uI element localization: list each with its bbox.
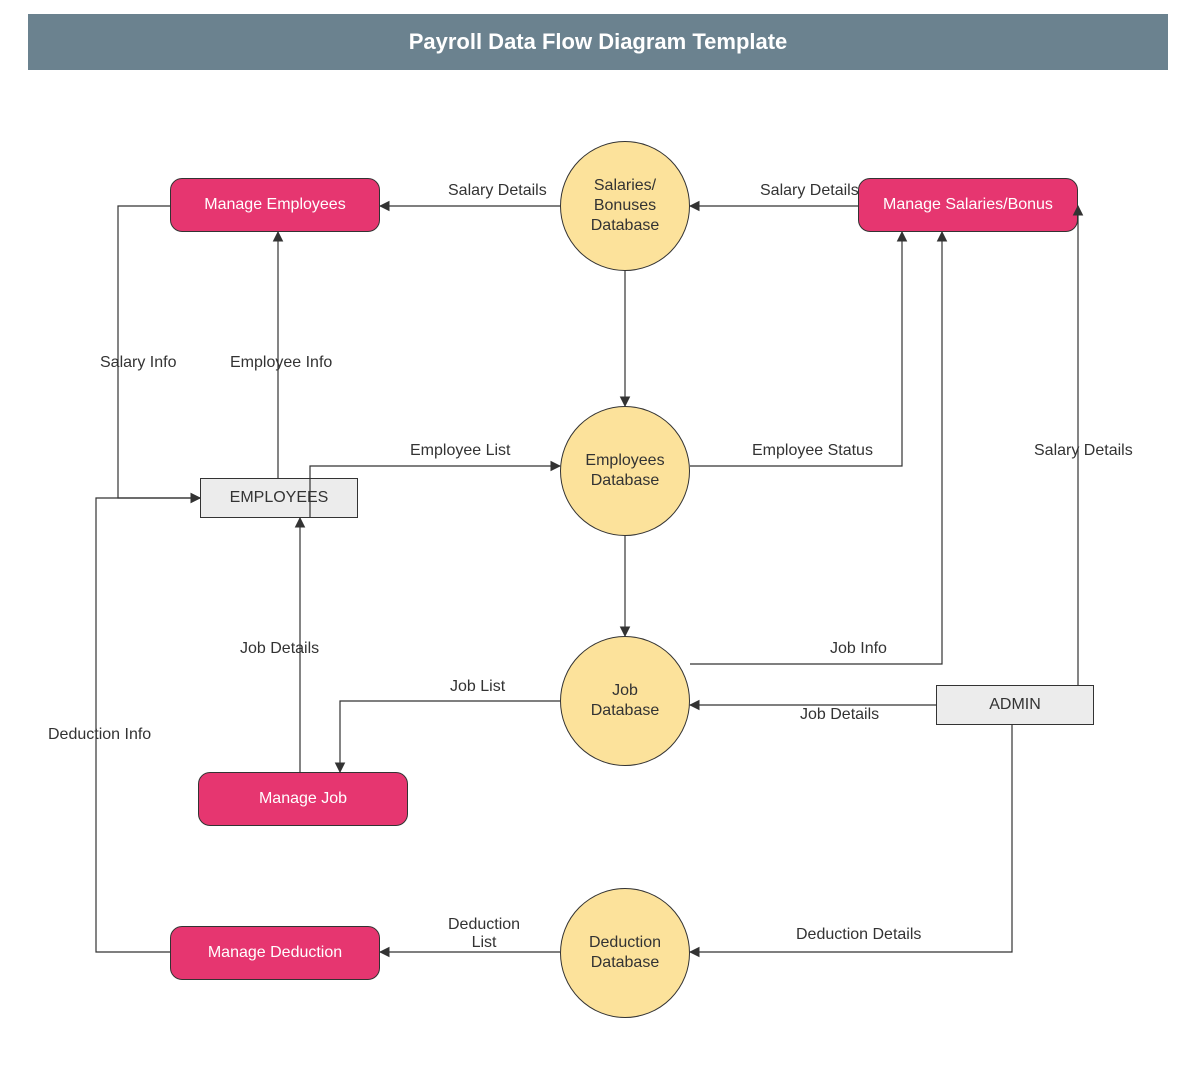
entity-admin-label: ADMIN	[989, 696, 1041, 714]
edge-label: Salary Details	[760, 182, 859, 200]
edge-label: Employee Info	[230, 354, 332, 372]
edge-label: Employee Status	[752, 442, 873, 460]
datastore-job: JobDatabase	[560, 636, 690, 766]
edge-label: Job List	[450, 678, 505, 696]
title-text: Payroll Data Flow Diagram Template	[409, 29, 788, 55]
process-manage-deduction-label: Manage Deduction	[208, 944, 342, 962]
process-manage-deduction: Manage Deduction	[170, 926, 380, 980]
edge-label: Salary Details	[1034, 442, 1133, 460]
edge-label: Job Details	[240, 640, 319, 658]
process-manage-employees: Manage Employees	[170, 178, 380, 232]
datastore-salaries-label: Salaries/BonusesDatabase	[591, 176, 660, 236]
title-bar: Payroll Data Flow Diagram Template	[28, 14, 1168, 70]
edge-label: Salary Info	[100, 354, 176, 372]
datastore-employees-label: EmployeesDatabase	[585, 451, 664, 491]
edge-label: Deduction Details	[796, 926, 921, 944]
datastore-job-label: JobDatabase	[591, 681, 660, 721]
datastore-employees: EmployeesDatabase	[560, 406, 690, 536]
datastore-deduction: DeductionDatabase	[560, 888, 690, 1018]
edge-label: Job Details	[800, 706, 879, 724]
edge-label: Deduction Info	[48, 726, 151, 744]
process-manage-job: Manage Job	[198, 772, 408, 826]
edge-label: DeductionList	[448, 916, 520, 953]
edge-label: Employee List	[410, 442, 511, 460]
entity-employees: EMPLOYEES	[200, 478, 358, 518]
process-manage-employees-label: Manage Employees	[204, 196, 345, 214]
datastore-salaries: Salaries/BonusesDatabase	[560, 141, 690, 271]
process-manage-salaries-label: Manage Salaries/Bonus	[883, 196, 1053, 214]
edge-label: Job Info	[830, 640, 887, 658]
entity-employees-label: EMPLOYEES	[230, 489, 329, 507]
process-manage-job-label: Manage Job	[259, 790, 347, 808]
edge-label: Salary Details	[448, 182, 547, 200]
process-manage-salaries: Manage Salaries/Bonus	[858, 178, 1078, 232]
entity-admin: ADMIN	[936, 685, 1094, 725]
diagram-canvas: Payroll Data Flow Diagram Template Salar…	[0, 0, 1200, 1084]
datastore-deduction-label: DeductionDatabase	[589, 933, 661, 973]
